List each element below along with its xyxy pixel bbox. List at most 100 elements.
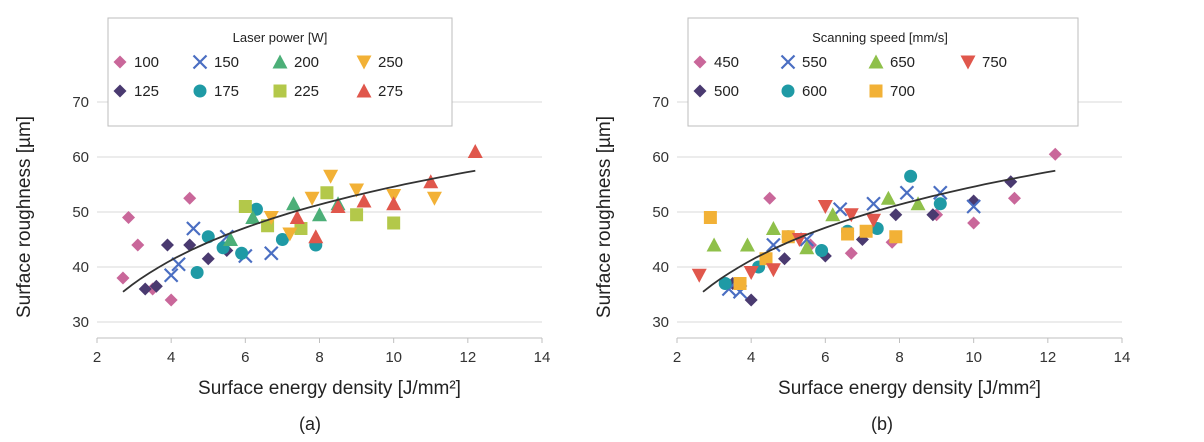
legend-label: 600 [802, 83, 827, 100]
data-point [844, 246, 858, 260]
legend-box [107, 17, 453, 127]
data-point [866, 213, 882, 228]
legend-marker [868, 54, 884, 69]
data-point [386, 196, 402, 211]
legend-label: 200 [294, 54, 319, 71]
legend-marker [780, 54, 796, 70]
legend-entry-650: 650 [868, 54, 915, 71]
data-point [289, 210, 305, 224]
data-point [778, 252, 792, 266]
y-tick-label: 60 [652, 149, 669, 166]
legend-entry-200: 200 [272, 54, 319, 71]
legend-entry-100: 100 [113, 54, 159, 71]
x-tick-label: 2 [673, 349, 681, 366]
data-point [718, 277, 732, 290]
legend: Laser power [W] 100 150 200 250 125 175 225 275 [107, 17, 453, 127]
data-point [164, 293, 178, 307]
y-tick-label: 30 [652, 314, 669, 331]
data-point [899, 185, 915, 201]
data-point [866, 196, 881, 212]
data-point [967, 216, 981, 230]
marker-stroke [721, 281, 737, 297]
data-point [910, 196, 926, 211]
data-point [904, 169, 918, 183]
data-point [264, 245, 279, 261]
data-point [386, 189, 402, 203]
x-axis-label: Surface energy density [J/mm²] [778, 378, 1041, 399]
panel-label: (b) [871, 414, 893, 434]
data-point [304, 191, 320, 206]
data-point [160, 238, 174, 252]
data-point [703, 211, 717, 224]
legend-marker [781, 84, 795, 98]
series-225 [238, 186, 401, 235]
data-point [766, 237, 781, 253]
legend-marker [273, 84, 287, 98]
x-tick-label: 10 [385, 349, 402, 366]
legend-label: 450 [714, 54, 739, 71]
panel-label: (a) [299, 414, 321, 434]
marker-stroke [966, 199, 981, 214]
marker-stroke [171, 256, 186, 272]
data-point [733, 277, 747, 290]
legend-marker [113, 55, 127, 69]
y-tick-label: 40 [72, 259, 89, 276]
data-point [691, 268, 707, 283]
data-point [201, 252, 215, 266]
legend: Scanning speed [mm/s] 450 550 650 750 500 600 7… [687, 17, 1079, 127]
legend-marker [192, 54, 208, 70]
x-tick-label: 8 [895, 349, 903, 366]
legend-label: 500 [714, 83, 739, 100]
marker-stroke [186, 221, 201, 236]
data-point [349, 183, 365, 198]
data-point [799, 240, 815, 255]
data-point [149, 279, 163, 293]
legend-label: 100 [134, 54, 159, 71]
data-point [966, 199, 981, 214]
trendline [702, 169, 1056, 293]
data-point [423, 174, 439, 189]
legend-entry-175: 175 [193, 83, 239, 100]
legend-label: 550 [802, 54, 827, 71]
data-point [817, 200, 833, 214]
y-tick-label: 40 [652, 259, 669, 276]
legend-entry-700: 700 [869, 83, 915, 100]
data-point [387, 216, 401, 230]
marker-stroke [192, 54, 208, 70]
legend-label: 700 [890, 83, 915, 100]
marker-stroke [163, 267, 179, 283]
legend-marker [693, 55, 707, 69]
legend-entry-550: 550 [780, 54, 827, 71]
data-point [131, 238, 145, 252]
data-point [744, 293, 758, 307]
x-tick-label: 6 [821, 349, 829, 366]
legend-label: 175 [214, 83, 239, 100]
y-tick-label: 60 [72, 149, 89, 166]
legend-label: 150 [214, 54, 239, 71]
x-tick-label: 12 [459, 349, 476, 366]
x-tick-label: 8 [315, 349, 323, 366]
series-250 [263, 169, 442, 242]
x-tick-label: 14 [534, 349, 551, 366]
series-700 [703, 211, 903, 290]
marker-stroke [866, 196, 881, 212]
data-point [320, 186, 334, 200]
data-point [183, 191, 197, 205]
data-point [323, 169, 339, 184]
x-axis-label: Surface energy density [J/mm²] [198, 378, 461, 399]
x-tick-label: 2 [93, 349, 101, 366]
data-point [138, 282, 152, 296]
legend-entry-450: 450 [693, 54, 739, 71]
legend-entry-250: 250 [356, 54, 403, 71]
data-point [190, 266, 204, 279]
data-point [186, 221, 201, 236]
data-point [880, 190, 896, 205]
data-point [759, 252, 773, 266]
data-point [933, 185, 948, 201]
data-point [294, 222, 308, 235]
x-tick-label: 4 [747, 349, 755, 366]
legend-label: 250 [378, 54, 403, 71]
legend-entry-125: 125 [113, 83, 159, 100]
data-point [426, 191, 442, 206]
